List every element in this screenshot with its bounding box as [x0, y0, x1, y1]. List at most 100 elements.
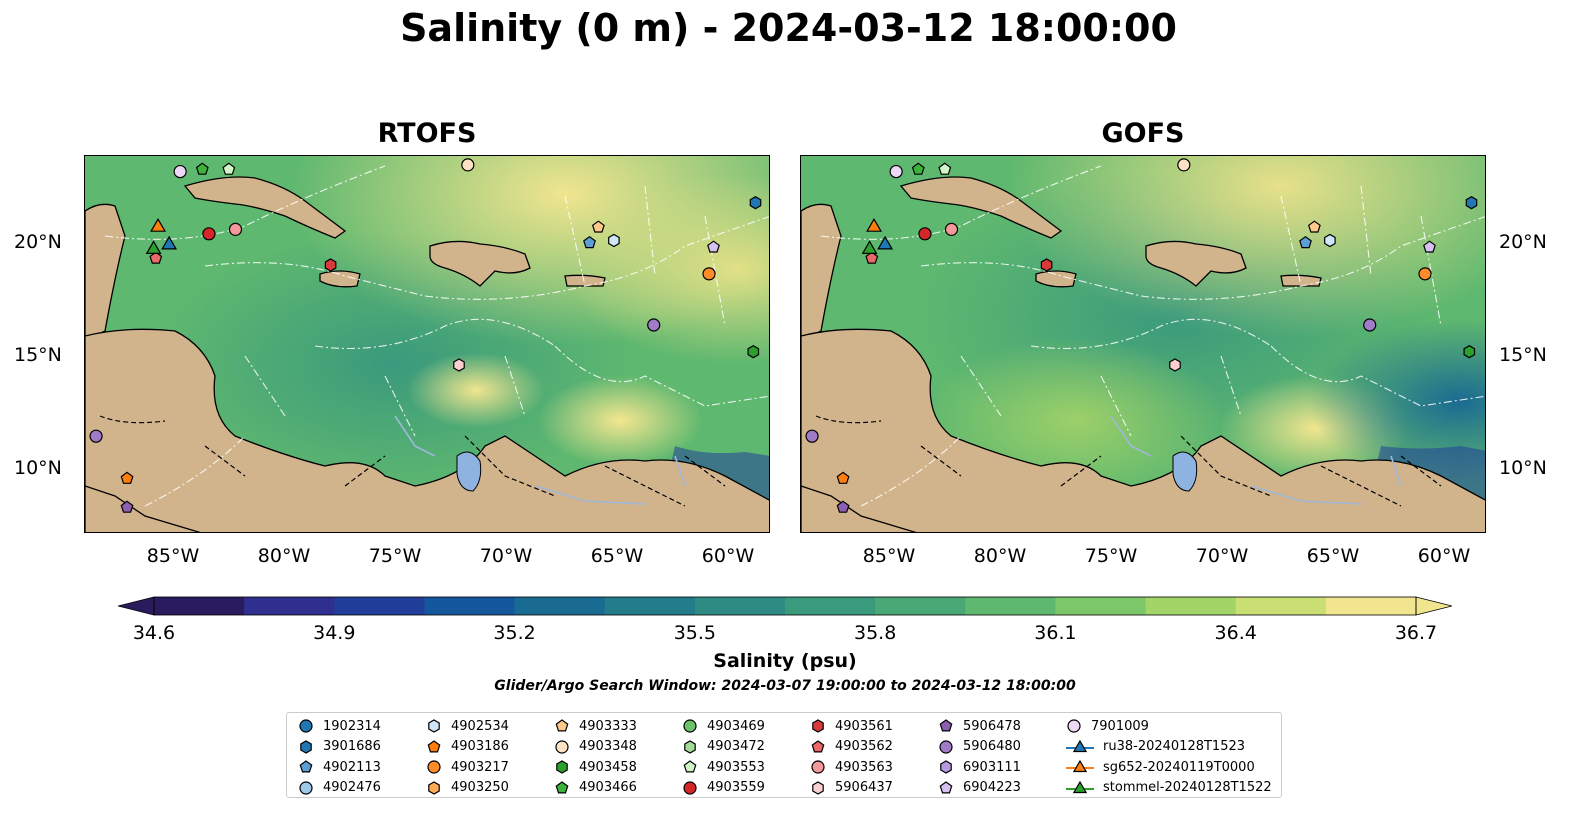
search-window-caption: Glider/Argo Search Window: 2024-03-07 19… [494, 678, 1076, 694]
landmass [1145, 240, 1247, 287]
land-layer [85, 176, 769, 532]
legend-marker-icon [1066, 759, 1094, 773]
river [394, 415, 436, 457]
legend-item: ru38-20240128T1523 [1065, 738, 1245, 756]
land-layer [801, 176, 1485, 532]
lon-label: 80°W [257, 545, 311, 567]
landmass [801, 203, 842, 342]
country-borders [99, 415, 726, 507]
eez-boundaries [820, 165, 1485, 507]
float-marker-6903111 [89, 429, 103, 443]
legend-label: 5906478 [963, 718, 1021, 734]
float-marker-5906480 [647, 318, 661, 332]
legend-marker-icon [555, 780, 569, 793]
legend-marker-icon [811, 739, 825, 752]
lat-label-left: 15°N [14, 344, 62, 366]
river [534, 485, 646, 505]
float-marker-4903553 [938, 162, 952, 175]
legend-marker-icon [555, 739, 569, 754]
legend-label: 4902113 [323, 759, 381, 775]
legend-marker-icon [427, 760, 441, 774]
legend-item: 4903553 [681, 758, 765, 776]
legend-marker-icon [939, 780, 953, 793]
legend-label: 6904223 [963, 780, 1021, 795]
float-marker-4903466 [195, 162, 209, 175]
legend-label: 5906480 [963, 739, 1021, 754]
colorbar-tick-label: 35.8 [853, 622, 897, 644]
float-marker-4903559 [918, 227, 932, 241]
float-marker-5906437 [453, 358, 465, 372]
river [674, 455, 686, 487]
gofs-map-canvas [801, 156, 1485, 532]
glider-marker-ru38-20240128T1523 [877, 235, 894, 250]
float-marker-4903348 [1177, 158, 1191, 172]
legend-marker-icon [683, 719, 697, 733]
rtofs-map-canvas [85, 156, 769, 532]
float-marker-4903333 [591, 220, 605, 233]
panel-title-rtofs: RTOFS [377, 118, 477, 149]
legend-item: 5906480 [937, 738, 1021, 756]
legend-item: 4903472 [681, 738, 765, 756]
float-markers [805, 158, 1478, 513]
map-gofs[interactable] [800, 155, 1486, 533]
legend-label: 1902314 [323, 718, 381, 734]
legend-label: 5906437 [835, 780, 893, 795]
float-marker-5906478 [836, 500, 850, 513]
colorbar-segment [334, 597, 425, 615]
colorbar-tick-label: 34.9 [313, 622, 356, 644]
colorbar-tick-label: 36.1 [1034, 622, 1077, 644]
legend-marker-icon [299, 719, 313, 733]
legend-label: 4903250 [451, 780, 509, 795]
colorbar-segment [154, 597, 245, 615]
float-marker-6904223 [1423, 240, 1436, 253]
colorbar-frame [153, 596, 1417, 616]
legend-label: 4903186 [451, 739, 509, 754]
legend-item: 6904223 [937, 779, 1021, 797]
legend-marker-icon [940, 760, 952, 774]
map-rtofs[interactable] [84, 155, 770, 533]
float-marker-4903458 [1463, 345, 1476, 359]
legend-item: sg652-20240119T0000 [1065, 758, 1255, 776]
landmass [85, 328, 769, 532]
legend-item: 5906478 [937, 717, 1021, 735]
colorbar-segment [604, 597, 696, 615]
legend-marker-icon [683, 780, 697, 795]
colorbar-extend-min [117, 596, 155, 616]
lon-label: 70°W [479, 545, 533, 567]
float-marker-4903561 [324, 258, 337, 272]
legend-marker-icon [811, 760, 825, 774]
landmass [183, 176, 347, 239]
float-marker-4903562 [149, 251, 163, 264]
float-marker-7901009 [173, 164, 187, 179]
eez-boundaries [104, 165, 769, 507]
float-marker-4902534 [608, 233, 620, 248]
landmass [899, 176, 1063, 239]
lat-label-right: 10°N [1499, 457, 1547, 479]
legend-marker-icon [555, 719, 569, 732]
legend-label: 4902476 [323, 780, 381, 795]
colorbar-segment [1325, 597, 1417, 615]
legend-marker-icon [556, 760, 568, 774]
river [1110, 415, 1152, 457]
legend-item: 4903250 [425, 779, 509, 797]
float-marker-4902113 [1299, 235, 1312, 249]
float-marker-4903553 [222, 162, 236, 175]
colorbar-tick-label: 36.4 [1214, 622, 1257, 644]
legend: 1902314 3901686 4902113 4902476 4902534 49031… [286, 712, 1282, 798]
legend-label: 6903111 [963, 759, 1021, 775]
colorbar-segment [1145, 597, 1237, 615]
legend-label: 4903458 [579, 759, 637, 775]
float-marker-3901686 [749, 196, 762, 210]
legend-item: 4903559 [681, 779, 765, 797]
colorbar [117, 595, 1453, 617]
legend-item: 4903562 [809, 738, 893, 756]
float-marker-4903186 [120, 471, 134, 484]
legend-marker-icon [812, 780, 824, 795]
legend-label: sg652-20240119T0000 [1103, 759, 1255, 775]
landmass [1035, 270, 1077, 288]
float-marker-4902534 [1324, 233, 1336, 248]
float-marker-7901009 [889, 164, 903, 179]
colorbar-segment [514, 597, 606, 615]
legend-label: 4903472 [707, 739, 765, 754]
float-marker-4903217 [1418, 267, 1432, 281]
